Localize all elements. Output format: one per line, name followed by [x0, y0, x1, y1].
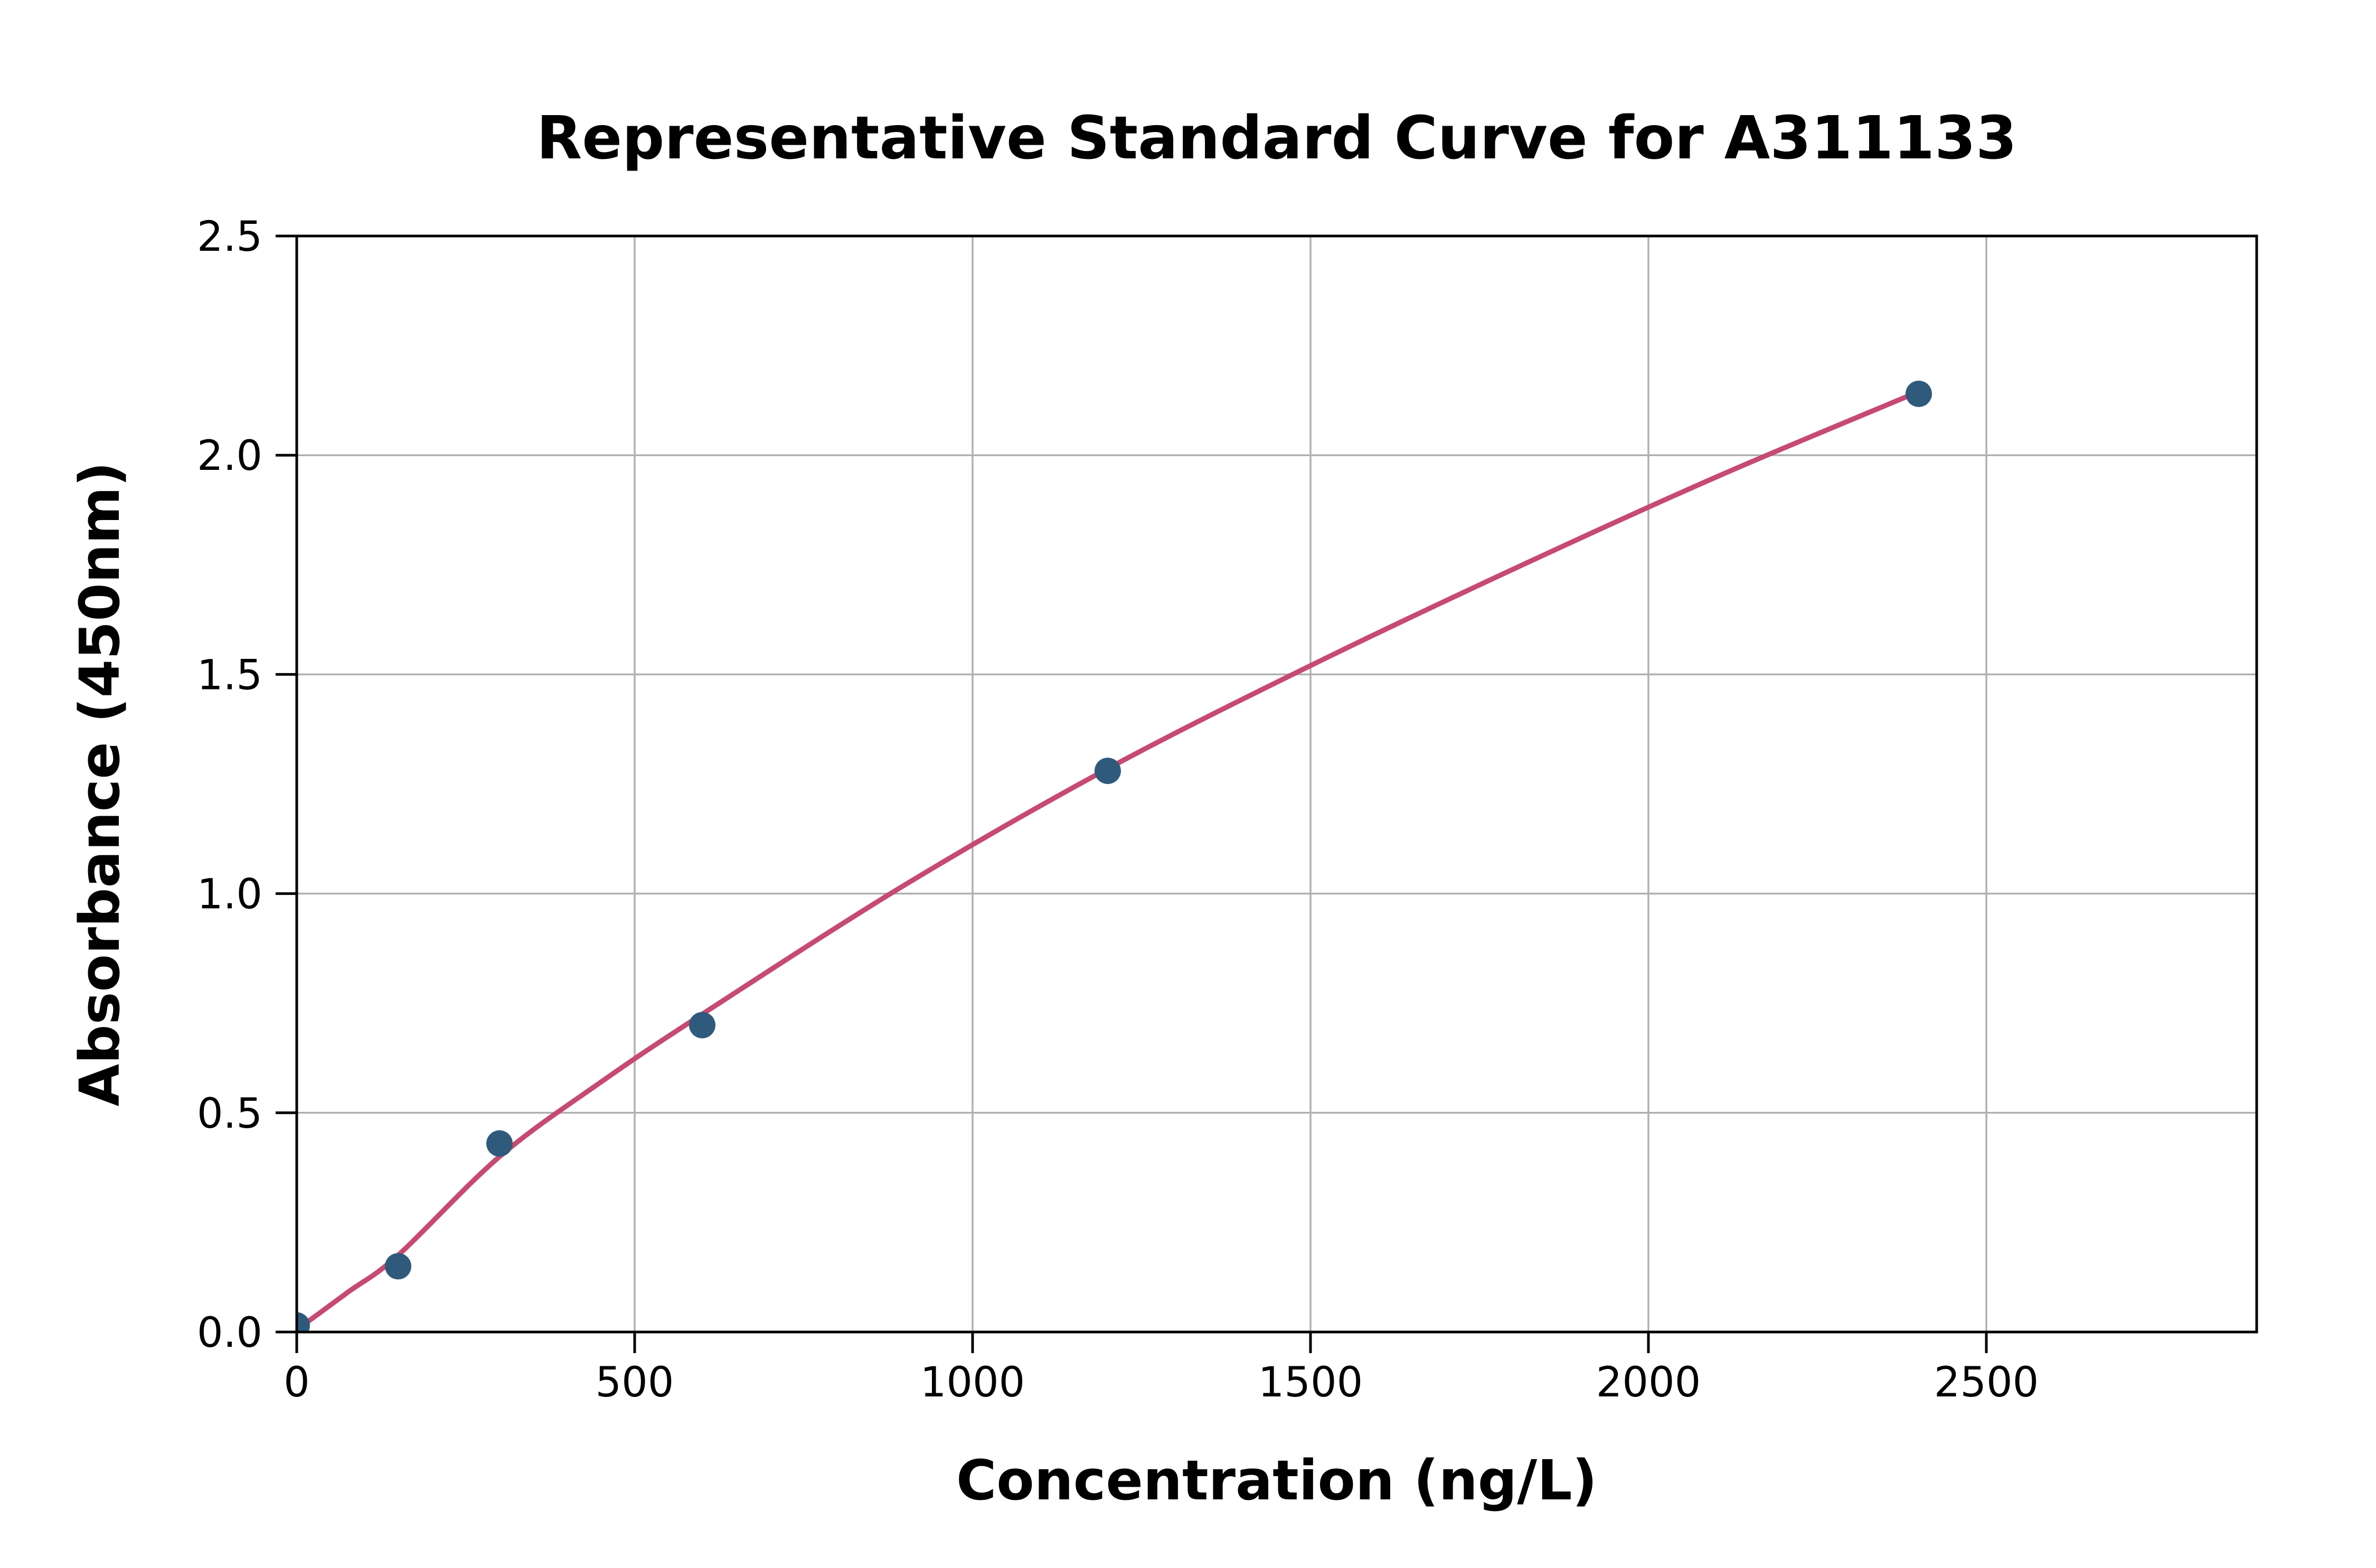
x-tick-label: 0 [284, 1359, 310, 1406]
y-axis-label: Absorbance (450nm) [68, 461, 132, 1106]
y-tick-label: 2.0 [197, 432, 262, 480]
y-tick-label: 0.5 [197, 1090, 262, 1138]
y-tick-label: 2.5 [197, 213, 262, 261]
x-tick-label: 1500 [1258, 1359, 1363, 1406]
x-tick-label: 500 [596, 1359, 674, 1406]
chart-title: Representative Standard Curve for A31113… [536, 104, 2017, 173]
axes-spines [295, 234, 2258, 1334]
data-point [297, 1312, 310, 1332]
y-tick-label: 1.5 [197, 651, 262, 699]
scatter-layer [297, 380, 1932, 1332]
y-tick-label: 0.0 [197, 1309, 262, 1357]
tick-label-layer: 0 500 1000 1500 2000 2500 0.0 0.5 1.0 1.5 2.0 2.5 [197, 213, 2039, 1406]
grid-layer [296, 235, 2257, 1333]
data-point [1095, 758, 1121, 785]
axes-layer [276, 234, 2258, 1353]
x-tick-label: 2500 [1934, 1359, 2039, 1406]
fitted-curve [297, 389, 1920, 1332]
y-tick-label: 1.0 [197, 871, 262, 919]
data-point [689, 1012, 715, 1038]
data-point [486, 1130, 513, 1157]
x-axis-label: Concentration (ng/L) [956, 1448, 1597, 1513]
data-point [1906, 380, 1932, 407]
data-point [385, 1253, 411, 1280]
x-tick-label: 1000 [920, 1359, 1025, 1406]
fit-curve-layer [297, 389, 1920, 1332]
x-tick-label: 2000 [1596, 1359, 1701, 1406]
